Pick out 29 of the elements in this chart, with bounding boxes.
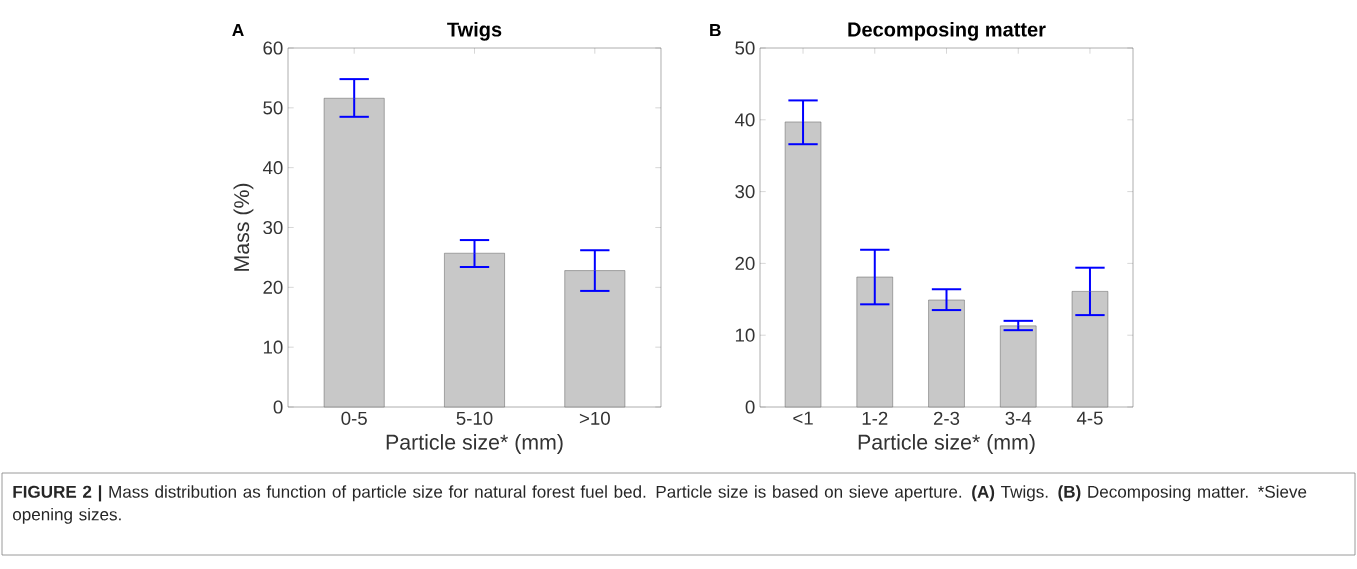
text: B <box>710 24 721 37</box>
x-tick-label: 4-5 <box>1076 411 1103 425</box>
x-tick-label: 2-3 <box>933 411 960 425</box>
y-axis-title: Mass (%) <box>233 183 254 271</box>
chart-title: Twigs <box>447 21 502 41</box>
x-tick-label: 3-4 <box>1005 411 1032 425</box>
y-tick-label: 20 <box>263 280 283 294</box>
x-tick-label: 0-5 <box>341 411 367 425</box>
y-tick-label: 10 <box>263 340 283 354</box>
x-axis-title: Particle size* (mm) <box>386 434 563 454</box>
y-tick-label: 50 <box>263 101 283 115</box>
x-axis-title: Particle size* (mm) <box>858 434 1035 454</box>
text: FIGURE 2 | Mass distribution as function of particle size for natural forest fuel bed. Particle size is based on sieve aperture. (A) Twigs. (B) Decomposing matter. *Sieve opening sizes. <box>12 485 1307 524</box>
x-tick-label: 1-2 <box>862 411 888 425</box>
y-tick-label: 20 <box>735 256 755 271</box>
x-tick-label: 5-10 <box>456 411 493 425</box>
text: A <box>232 24 244 37</box>
y-tick-label: 60 <box>263 41 283 55</box>
x-tick-label: >10 <box>579 411 610 425</box>
y-tick-label: 0 <box>273 400 283 414</box>
y-tick-label: 30 <box>263 220 283 235</box>
y-tick-label: 40 <box>734 113 755 127</box>
y-tick-label: 50 <box>735 41 755 55</box>
chart-title: Decomposing matter <box>848 21 1046 41</box>
y-tick-label: 10 <box>735 328 755 342</box>
x-tick-label: <1 <box>793 411 813 425</box>
y-tick-label: 40 <box>262 161 283 175</box>
y-tick-label: 30 <box>735 184 755 199</box>
y-tick-label: 0 <box>745 400 755 414</box>
